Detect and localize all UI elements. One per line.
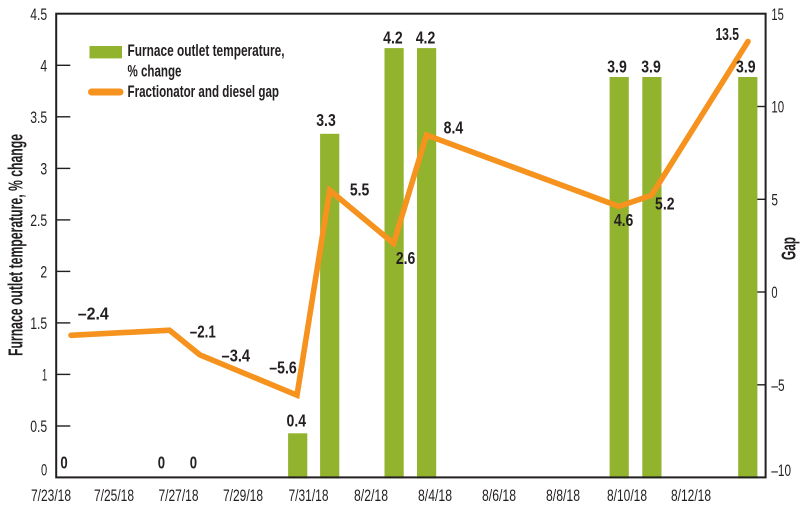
svg-text:5.2: 5.2 <box>655 194 675 214</box>
svg-text:–2.1: –2.1 <box>190 322 216 342</box>
svg-text:4.5: 4.5 <box>30 5 47 24</box>
svg-text:10: 10 <box>771 98 784 117</box>
svg-text:3.5: 3.5 <box>30 108 47 127</box>
svg-text:–5: –5 <box>771 376 784 395</box>
svg-text:–3.4: –3.4 <box>222 346 251 366</box>
svg-text:15: 15 <box>771 5 783 24</box>
svg-text:0.5: 0.5 <box>30 417 47 436</box>
svg-text:7/31/18: 7/31/18 <box>289 486 329 505</box>
svg-text:3: 3 <box>40 160 47 179</box>
svg-text:8/6/18: 8/6/18 <box>482 486 516 505</box>
svg-text:1.5: 1.5 <box>30 314 47 333</box>
svg-text:4.2: 4.2 <box>416 28 436 48</box>
svg-text:–10: –10 <box>771 461 791 480</box>
svg-text:0: 0 <box>41 461 47 480</box>
svg-text:Furnace outlet temperature, %: Furnace outlet temperature, % change <box>5 134 27 356</box>
svg-text:Fractionator and diesel gap: Fractionator and diesel gap <box>128 83 280 101</box>
svg-text:8.4: 8.4 <box>444 118 464 138</box>
svg-text:3.3: 3.3 <box>316 110 336 130</box>
svg-text:7/29/18: 7/29/18 <box>223 486 263 505</box>
svg-text:Gap: Gap <box>779 237 800 260</box>
svg-text:0: 0 <box>158 453 165 473</box>
svg-text:–5.6: –5.6 <box>269 358 297 378</box>
svg-text:Furnace outlet temperature,: Furnace outlet temperature, <box>128 42 285 60</box>
svg-text:7/27/18: 7/27/18 <box>159 486 199 505</box>
svg-text:3.9: 3.9 <box>736 57 756 77</box>
svg-text:0.4: 0.4 <box>287 411 307 431</box>
svg-text:4.2: 4.2 <box>383 28 403 48</box>
svg-text:4: 4 <box>40 57 47 76</box>
svg-text:8/10/18: 8/10/18 <box>607 486 647 505</box>
svg-text:13.5: 13.5 <box>715 24 739 44</box>
svg-text:3.9: 3.9 <box>641 57 661 77</box>
svg-text:8/8/18: 8/8/18 <box>546 486 580 505</box>
svg-text:0: 0 <box>771 283 777 302</box>
svg-text:2: 2 <box>40 263 47 282</box>
svg-text:7/25/18: 7/25/18 <box>94 486 134 505</box>
svg-text:4.6: 4.6 <box>614 210 634 230</box>
svg-text:2.5: 2.5 <box>30 211 47 230</box>
svg-text:2.6: 2.6 <box>396 248 416 268</box>
svg-text:% change: % change <box>128 62 182 80</box>
svg-text:5: 5 <box>771 190 778 209</box>
svg-text:3.9: 3.9 <box>607 57 627 77</box>
svg-text:–2.4: –2.4 <box>78 304 109 324</box>
svg-text:8/12/18: 8/12/18 <box>671 486 711 505</box>
svg-text:0: 0 <box>60 453 67 473</box>
svg-text:1: 1 <box>42 366 47 385</box>
svg-text:8/2/18: 8/2/18 <box>354 486 388 505</box>
svg-text:7/23/18: 7/23/18 <box>31 486 71 505</box>
svg-text:8/4/18: 8/4/18 <box>418 486 452 505</box>
svg-text:5.5: 5.5 <box>350 180 370 200</box>
svg-text:0: 0 <box>190 453 197 473</box>
